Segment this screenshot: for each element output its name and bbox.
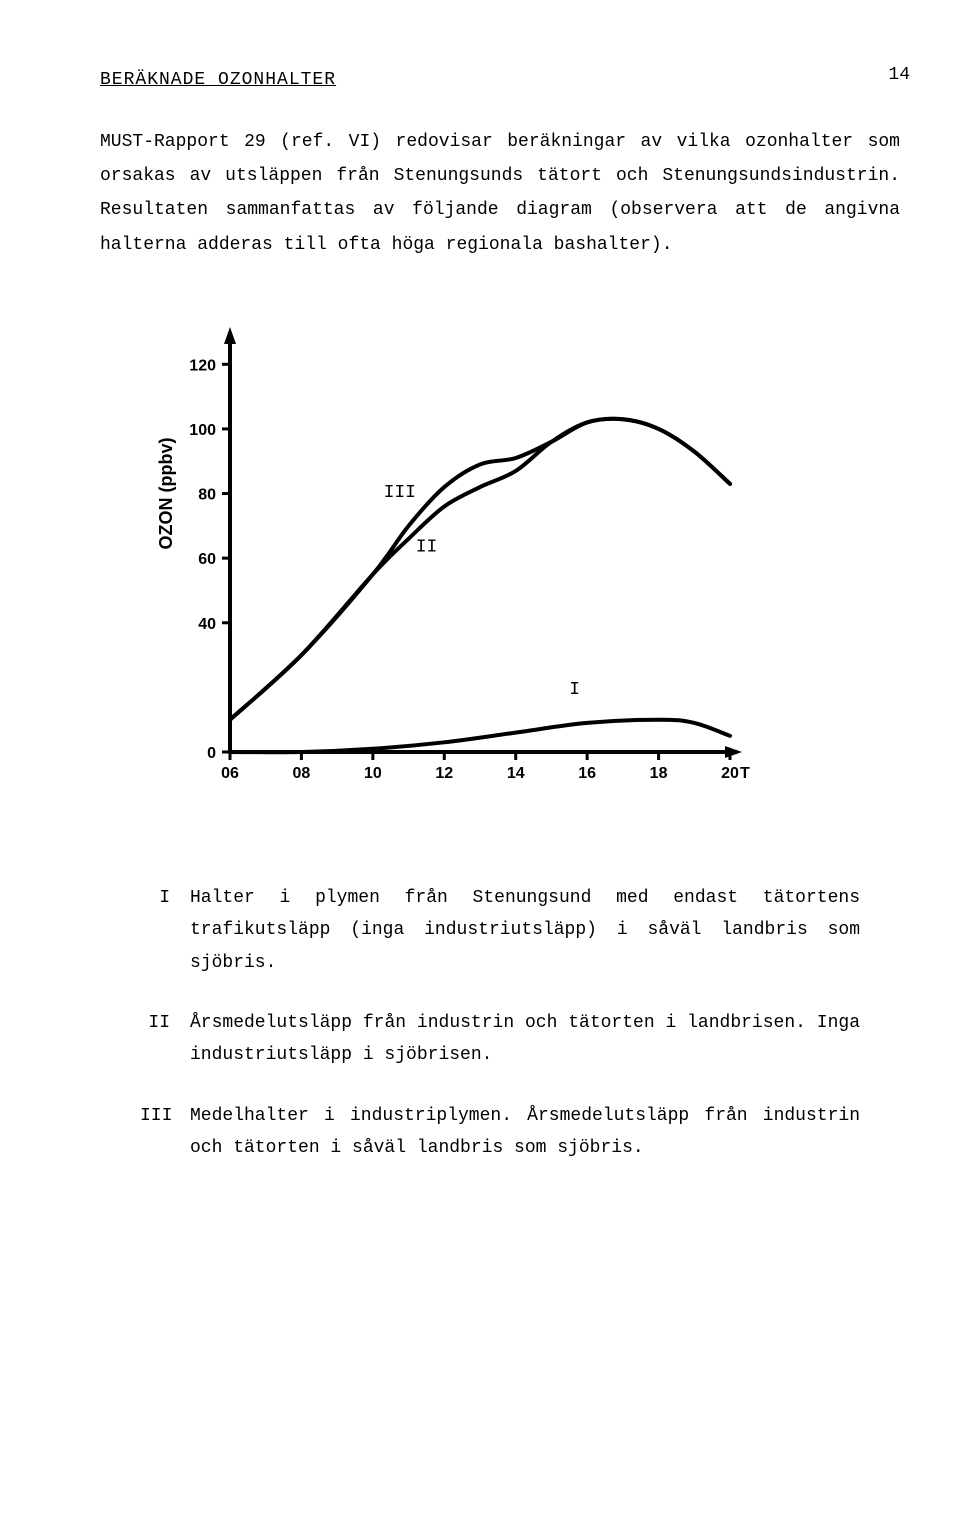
legend-text: Halter i plymen från Stenungsund med end… [190,882,900,979]
legend-label: I [140,882,190,979]
legend-label: II [140,1007,190,1072]
chart-svg: 0 40 60 80 100 120 06 08 10 12 14 16 18 20Tid (h) OZON… [150,322,750,802]
svg-text:20: 20 [721,765,739,782]
legend-item: IHalter i plymen från Stenungsund med en… [140,882,900,979]
svg-text:18: 18 [650,765,668,782]
legend-text: Medelhalter i industriplymen. Årsmedelut… [190,1100,900,1165]
svg-text:100: 100 [189,422,216,439]
svg-text:40: 40 [198,616,216,633]
svg-text:12: 12 [435,765,453,782]
svg-text:06: 06 [221,765,239,782]
svg-text:10: 10 [364,765,382,782]
svg-text:16: 16 [578,765,596,782]
page-number: 14 [888,65,910,85]
svg-text:08: 08 [293,765,311,782]
svg-text:I: I [569,680,580,700]
svg-text:120: 120 [189,357,216,374]
legend-item: IIÅrsmedelutsläpp från industrin och tät… [140,1007,900,1072]
legend-text: Årsmedelutsläpp från industrin och tätor… [190,1007,900,1072]
svg-text:80: 80 [198,486,216,503]
ozone-chart: 0 40 60 80 100 120 06 08 10 12 14 16 18 20Tid (h) OZON… [150,322,750,802]
svg-text:OZON (ppbv): OZON (ppbv) [156,437,176,549]
svg-text:III: III [384,483,416,503]
svg-text:0: 0 [207,745,216,762]
svg-text:Tid (h): Tid (h) [740,765,750,782]
svg-text:60: 60 [198,551,216,568]
svg-text:14: 14 [507,765,525,782]
svg-text:II: II [416,537,438,557]
legend-section: IHalter i plymen från Stenungsund med en… [100,882,900,1165]
body-paragraph: MUST-Rapport 29 (ref. VI) redovisar berä… [100,125,900,262]
section-title: BERÄKNADE OZONHALTER [100,70,900,90]
legend-label: III [140,1100,190,1165]
legend-item: IIIMedelhalter i industriplymen. Årsmede… [140,1100,900,1165]
